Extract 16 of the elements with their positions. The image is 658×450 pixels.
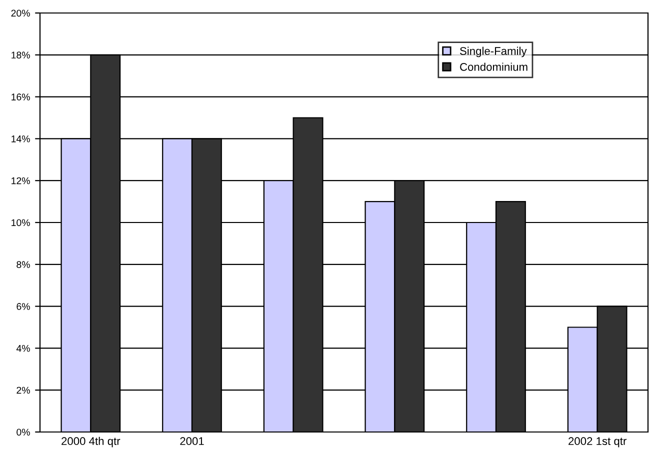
y-tick-label: 14% xyxy=(12,135,30,142)
y-tick-label: 18% xyxy=(12,52,30,59)
x-tick-label: 2000 4th qtr xyxy=(62,436,120,448)
x-tick-label: 2002 1st qtr xyxy=(568,437,626,448)
y-tick-label: 2% xyxy=(16,386,30,394)
y-tick-label: 10% xyxy=(12,219,30,226)
x-tick-label: 2001 xyxy=(180,437,204,446)
y-tick-label: 0% xyxy=(16,428,30,436)
legend-label: Single-Family xyxy=(460,46,527,58)
legend-label: Condominium xyxy=(460,62,528,71)
y-tick-label: 12% xyxy=(12,177,30,184)
y-tick-label: 16% xyxy=(12,94,30,100)
y-tick-label: 20% xyxy=(11,10,30,17)
y-tick-label: 8% xyxy=(16,261,30,268)
y-tick-label: 6% xyxy=(16,303,30,310)
y-tick-label: 4% xyxy=(16,344,30,352)
